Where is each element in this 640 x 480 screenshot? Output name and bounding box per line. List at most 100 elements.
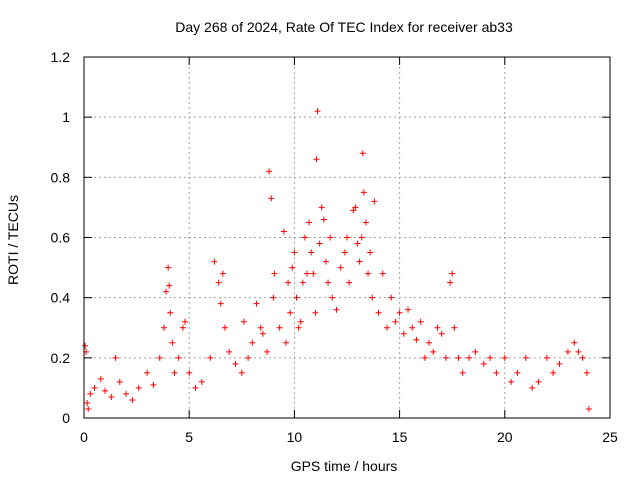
data-point bbox=[123, 390, 130, 397]
data-point bbox=[375, 309, 382, 316]
data-point bbox=[322, 258, 329, 265]
data-point bbox=[163, 288, 170, 295]
data-point bbox=[356, 258, 363, 265]
data-point bbox=[472, 348, 479, 355]
data-point bbox=[217, 300, 224, 307]
data-point bbox=[522, 354, 529, 361]
x-axis-label: GPS time / hours bbox=[291, 458, 398, 474]
data-point bbox=[169, 339, 176, 346]
data-point bbox=[409, 324, 416, 331]
data-point bbox=[271, 270, 278, 277]
data-point bbox=[325, 279, 332, 286]
data-point bbox=[306, 219, 313, 226]
data-point bbox=[392, 318, 399, 325]
data-point bbox=[514, 369, 521, 376]
y-tick-label: 0 bbox=[62, 410, 70, 426]
data-point bbox=[434, 324, 441, 331]
data-point bbox=[297, 318, 304, 325]
data-point bbox=[266, 168, 273, 175]
y-tick-label: 0.8 bbox=[51, 169, 71, 185]
data-point bbox=[367, 249, 374, 256]
data-point bbox=[171, 369, 178, 376]
data-point bbox=[257, 324, 264, 331]
data-point bbox=[165, 264, 172, 271]
data-point bbox=[160, 324, 167, 331]
data-point bbox=[240, 318, 247, 325]
data-point bbox=[493, 369, 500, 376]
y-tick-label: 0.2 bbox=[51, 350, 71, 366]
data-point bbox=[304, 270, 311, 277]
data-point bbox=[358, 234, 365, 241]
data-point bbox=[156, 354, 163, 361]
data-point bbox=[333, 306, 340, 313]
data-point bbox=[571, 339, 578, 346]
data-points bbox=[82, 108, 592, 412]
data-point bbox=[312, 309, 319, 316]
data-point bbox=[350, 207, 357, 214]
data-point bbox=[291, 249, 298, 256]
data-point bbox=[219, 270, 226, 277]
data-point bbox=[238, 369, 245, 376]
data-point bbox=[167, 309, 174, 316]
data-point bbox=[259, 330, 266, 337]
data-point bbox=[245, 354, 252, 361]
data-point bbox=[341, 249, 348, 256]
data-point bbox=[91, 384, 98, 391]
data-point bbox=[318, 204, 325, 211]
data-point bbox=[327, 234, 334, 241]
data-point bbox=[535, 378, 542, 385]
data-point bbox=[313, 156, 320, 163]
data-point bbox=[400, 330, 407, 337]
data-point bbox=[282, 339, 289, 346]
data-point bbox=[179, 324, 186, 331]
data-point bbox=[150, 381, 157, 388]
data-point bbox=[344, 234, 350, 241]
data-point bbox=[207, 354, 214, 361]
data-point bbox=[285, 279, 292, 286]
data-point bbox=[501, 354, 508, 361]
data-point bbox=[362, 219, 369, 226]
data-point bbox=[417, 318, 424, 325]
data-point bbox=[337, 264, 344, 271]
data-point bbox=[87, 390, 94, 397]
data-point bbox=[550, 369, 557, 376]
data-point bbox=[135, 384, 142, 391]
data-point bbox=[564, 348, 571, 355]
data-point bbox=[359, 150, 366, 157]
data-point bbox=[369, 294, 376, 301]
data-point bbox=[293, 294, 300, 301]
chart-title: Day 268 of 2024, Rate Of TEC Index for r… bbox=[175, 19, 513, 35]
y-tick-label: 1.2 bbox=[51, 49, 71, 65]
data-point bbox=[198, 378, 205, 385]
data-point bbox=[192, 384, 199, 391]
data-point bbox=[447, 279, 454, 286]
data-point bbox=[388, 294, 395, 301]
data-point bbox=[314, 108, 321, 115]
data-point bbox=[466, 354, 473, 361]
data-point bbox=[116, 378, 123, 385]
data-point bbox=[413, 336, 420, 343]
data-point bbox=[299, 279, 306, 286]
data-point bbox=[270, 294, 277, 301]
data-point bbox=[508, 378, 515, 385]
data-point bbox=[181, 318, 188, 325]
data-point bbox=[360, 189, 367, 196]
data-point bbox=[449, 270, 456, 277]
data-point bbox=[310, 270, 317, 277]
axis-ticks: 0 5 10 15 20 25 0 0.2 0.4 0.6 0.8 1 1.2 bbox=[51, 49, 618, 445]
data-point bbox=[232, 360, 239, 367]
data-point bbox=[480, 360, 487, 367]
data-point bbox=[102, 387, 109, 394]
data-point bbox=[354, 240, 361, 247]
y-tick-label: 0.4 bbox=[51, 290, 71, 306]
data-point bbox=[346, 279, 353, 286]
data-point bbox=[575, 348, 582, 355]
data-point bbox=[585, 405, 592, 412]
data-point bbox=[426, 339, 433, 346]
data-point bbox=[579, 354, 586, 361]
data-point bbox=[383, 324, 390, 331]
data-point bbox=[459, 369, 466, 376]
data-point bbox=[430, 348, 437, 355]
data-point bbox=[211, 258, 218, 265]
